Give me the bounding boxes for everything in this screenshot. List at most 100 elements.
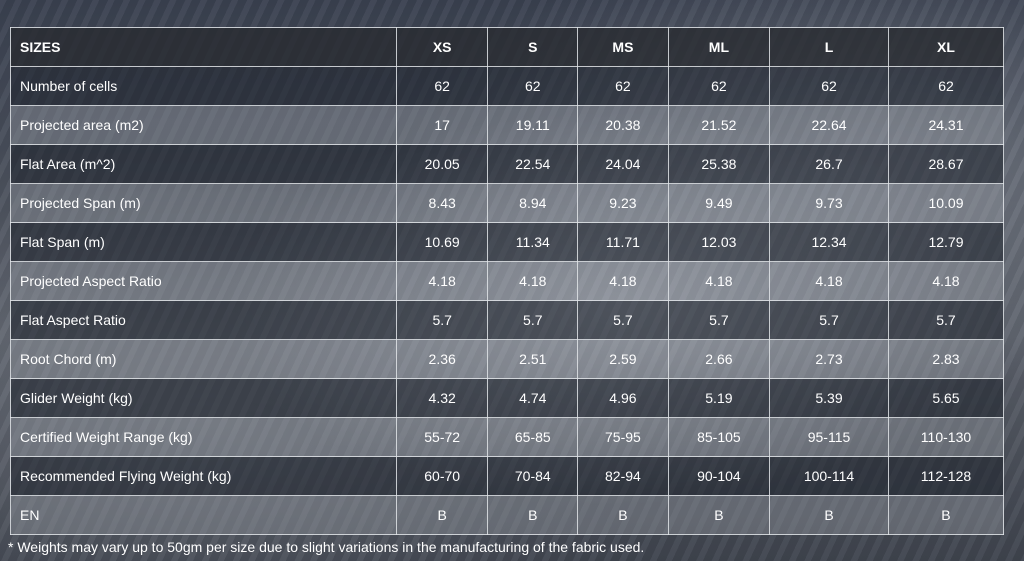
cell-value: 10.09 (887, 183, 1005, 223)
cell-value: 19.11 (487, 105, 579, 145)
cell-value: 62 (667, 66, 771, 106)
cell-value: 5.7 (769, 300, 889, 340)
cell-value: 85-105 (667, 417, 771, 457)
cell-value: 5.19 (667, 378, 771, 418)
cell-value: 70-84 (487, 456, 579, 496)
cell-value: 4.18 (487, 261, 579, 301)
row-label: Projected Span (m) (10, 183, 397, 223)
table-row: Number of cells 62 62 62 62 62 62 (10, 66, 1005, 106)
row-label: Projected area (m2) (10, 105, 397, 145)
cell-value: 4.32 (395, 378, 489, 418)
table-row: Projected Span (m) 8.43 8.94 9.23 9.49 9.73 10… (10, 183, 1005, 223)
cell-value: 5.7 (395, 300, 489, 340)
cell-value: 21.52 (667, 105, 771, 145)
table-row: Flat Span (m) 10.69 11.34 11.71 12.03 12.34 12… (10, 222, 1005, 262)
header-size-xl: XL (887, 27, 1005, 67)
cell-value: 62 (887, 66, 1005, 106)
header-size-xs: XS (395, 27, 489, 67)
footnote: * Weights may vary up to 50gm per size d… (8, 539, 645, 555)
cell-value: B (395, 495, 489, 535)
cell-value: 11.71 (577, 222, 669, 262)
cell-value: 24.31 (887, 105, 1005, 145)
row-label: Certified Weight Range (kg) (10, 417, 397, 457)
cell-value: 8.43 (395, 183, 489, 223)
cell-value: 55-72 (395, 417, 489, 457)
cell-value: 112-128 (887, 456, 1005, 496)
cell-value: 9.23 (577, 183, 669, 223)
cell-value: 28.67 (887, 144, 1005, 184)
cell-value: 95-115 (769, 417, 889, 457)
cell-value: 4.18 (769, 261, 889, 301)
cell-value: 9.49 (667, 183, 771, 223)
cell-value: 22.64 (769, 105, 889, 145)
row-label: Flat Area (m^2) (10, 144, 397, 184)
cell-value: 4.74 (487, 378, 579, 418)
cell-value: 25.38 (667, 144, 771, 184)
cell-value: 4.18 (577, 261, 669, 301)
row-label: EN (10, 495, 397, 535)
cell-value: B (577, 495, 669, 535)
table-row: Glider Weight (kg) 4.32 4.74 4.96 5.19 5.39 5.… (10, 378, 1005, 418)
header-size-ms: MS (577, 27, 669, 67)
cell-value: 65-85 (487, 417, 579, 457)
row-label: Root Chord (m) (10, 339, 397, 379)
cell-value: B (887, 495, 1005, 535)
cell-value: 10.69 (395, 222, 489, 262)
cell-value: 4.18 (395, 261, 489, 301)
cell-value: B (487, 495, 579, 535)
cell-value: 5.39 (769, 378, 889, 418)
cell-value: 5.7 (577, 300, 669, 340)
cell-value: 2.36 (395, 339, 489, 379)
cell-value: 9.73 (769, 183, 889, 223)
cell-value: 5.7 (887, 300, 1005, 340)
table-row: Certified Weight Range (kg) 55-72 65-85 75-… (10, 417, 1005, 457)
cell-value: 62 (487, 66, 579, 106)
cell-value: 2.83 (887, 339, 1005, 379)
row-label: Flat Aspect Ratio (10, 300, 397, 340)
cell-value: B (667, 495, 771, 535)
table-row: Projected Aspect Ratio 4.18 4.18 4.18 4.18 4.… (10, 261, 1005, 301)
row-label: Projected Aspect Ratio (10, 261, 397, 301)
cell-value: 12.79 (887, 222, 1005, 262)
cell-value: 62 (577, 66, 669, 106)
cell-value: 24.04 (577, 144, 669, 184)
cell-value: 2.66 (667, 339, 771, 379)
table-row: Flat Area (m^2) 20.05 22.54 24.04 25.38 26.7 2… (10, 144, 1005, 184)
table-row: Projected area (m2) 17 19.11 20.38 21.52 22.6… (10, 105, 1005, 145)
cell-value: 2.59 (577, 339, 669, 379)
cell-value: 5.7 (667, 300, 771, 340)
cell-value: B (769, 495, 889, 535)
row-label: Recommended Flying Weight (kg) (10, 456, 397, 496)
cell-value: 20.05 (395, 144, 489, 184)
cell-value: 4.18 (887, 261, 1005, 301)
row-label: Flat Span (m) (10, 222, 397, 262)
cell-value: 2.73 (769, 339, 889, 379)
header-size-s: S (487, 27, 579, 67)
header-size-l: L (769, 27, 889, 67)
table-row: EN B B B B B B (10, 495, 1005, 535)
cell-value: 22.54 (487, 144, 579, 184)
cell-value: 4.96 (577, 378, 669, 418)
cell-value: 8.94 (487, 183, 579, 223)
cell-value: 82-94 (577, 456, 669, 496)
row-label: Number of cells (10, 66, 397, 106)
cell-value: 62 (769, 66, 889, 106)
size-specs-table: SIZES XS S MS ML L XL Number of cells 62 62 62 62 6… (10, 27, 1005, 535)
table-row: Recommended Flying Weight (kg) 60-70 70-84… (10, 456, 1005, 496)
row-label: Glider Weight (kg) (10, 378, 397, 418)
cell-value: 75-95 (577, 417, 669, 457)
cell-value: 26.7 (769, 144, 889, 184)
cell-value: 17 (395, 105, 489, 145)
cell-value: 110-130 (887, 417, 1005, 457)
cell-value: 100-114 (769, 456, 889, 496)
table-row: Flat Aspect Ratio 5.7 5.7 5.7 5.7 5.7 5.7 (10, 300, 1005, 340)
cell-value: 90-104 (667, 456, 771, 496)
header-size-ml: ML (667, 27, 771, 67)
cell-value: 62 (395, 66, 489, 106)
cell-value: 5.7 (487, 300, 579, 340)
cell-value: 4.18 (667, 261, 771, 301)
header-sizes: SIZES (10, 27, 397, 67)
cell-value: 2.51 (487, 339, 579, 379)
cell-value: 5.65 (887, 378, 1005, 418)
table-header-row: SIZES XS S MS ML L XL (10, 27, 1005, 67)
